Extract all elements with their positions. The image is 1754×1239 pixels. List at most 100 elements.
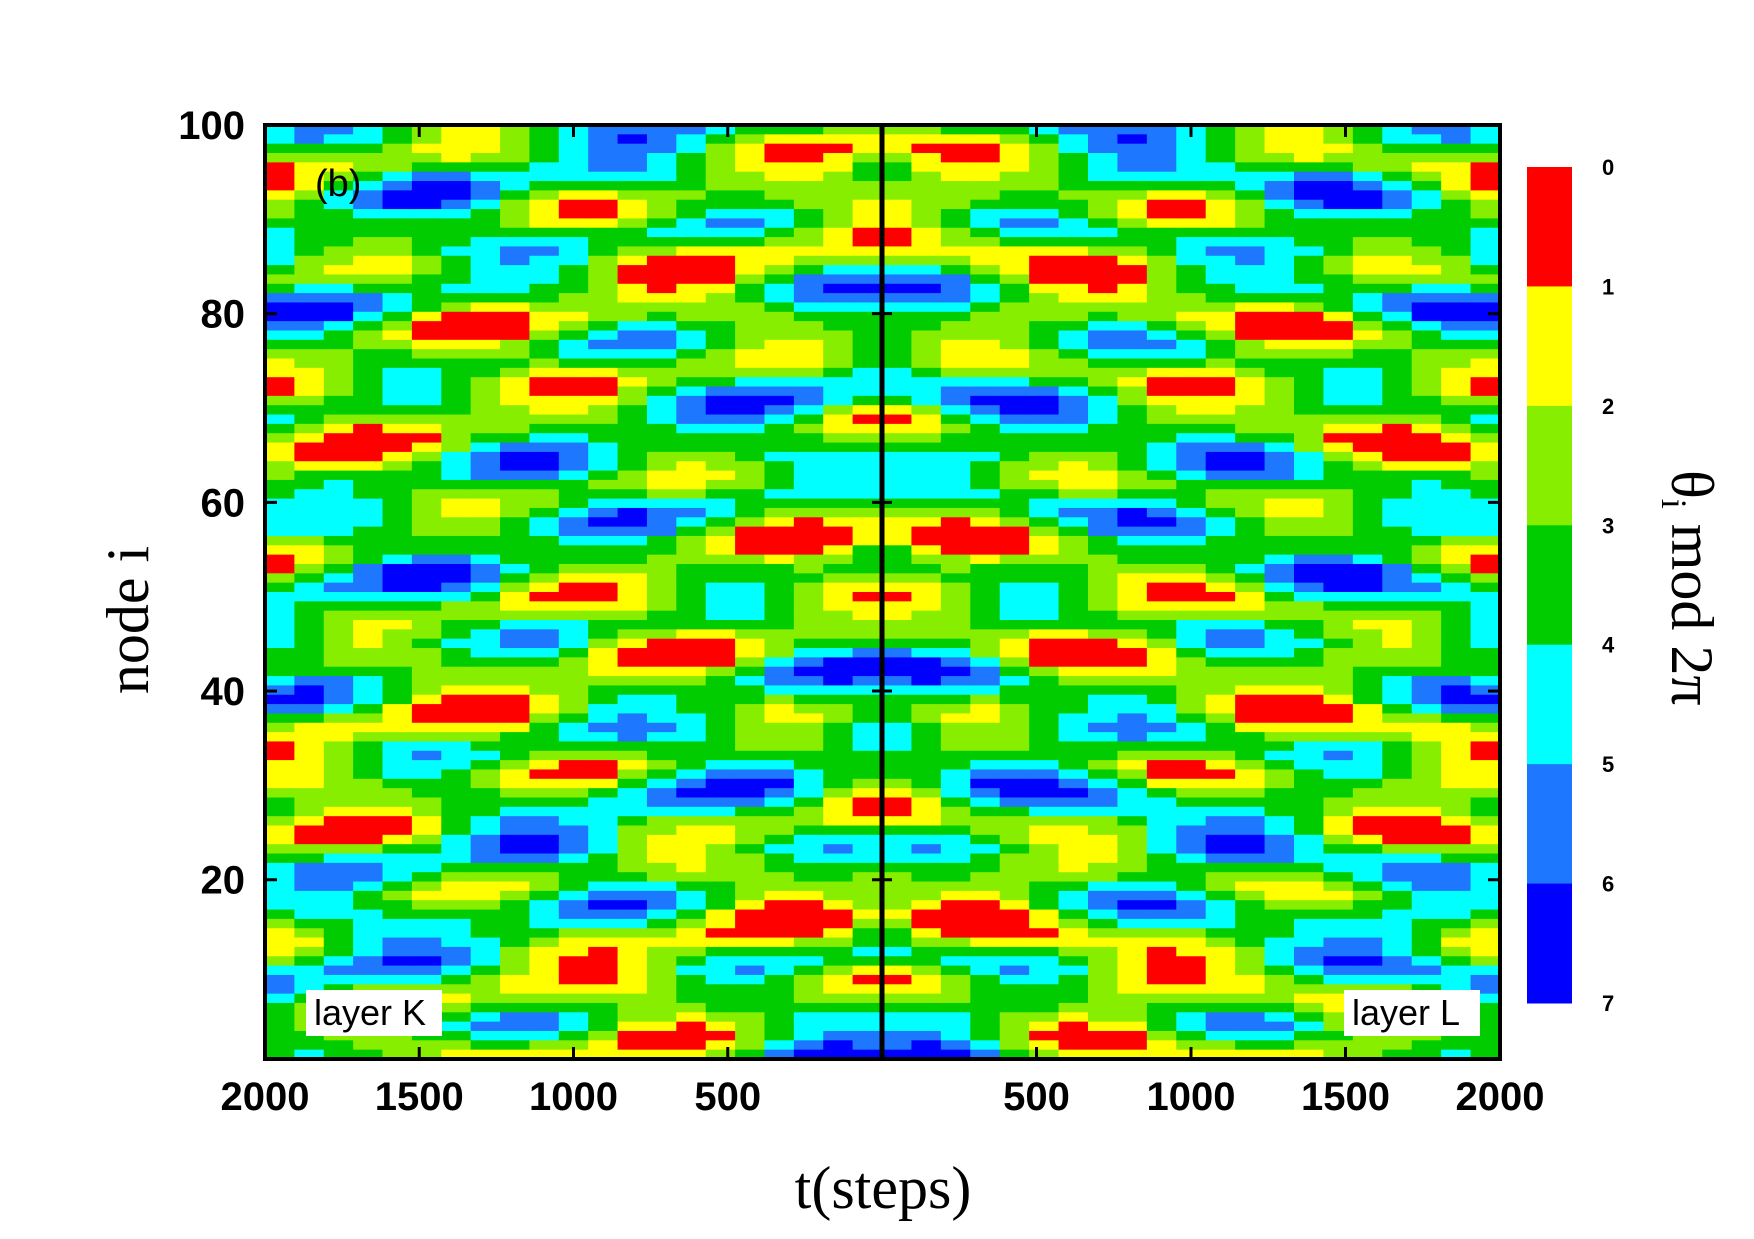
contour-cell <box>1146 237 1177 248</box>
contour-cell <box>1058 265 1089 276</box>
contour-cell <box>999 900 1030 911</box>
contour-cell <box>470 890 501 901</box>
contour-cell <box>764 377 795 388</box>
contour-cell <box>1088 592 1119 602</box>
contour-cell <box>294 722 325 733</box>
contour-cell <box>676 255 707 266</box>
contour-cell <box>1029 153 1060 163</box>
contour-cell <box>1176 461 1207 472</box>
contour-cell <box>1029 255 1060 266</box>
contour-cell <box>646 489 677 500</box>
contour-cell <box>1441 648 1472 658</box>
contour-cell <box>588 694 619 705</box>
contour-cell <box>1294 741 1325 752</box>
contour-cell <box>1146 367 1177 378</box>
contour-cell <box>1323 676 1354 686</box>
contour-cell <box>1146 535 1177 546</box>
contour-cell <box>970 414 1001 425</box>
contour-cell <box>852 255 882 266</box>
contour-cell <box>940 171 971 182</box>
contour-cell <box>705 825 736 836</box>
contour-cell <box>1323 423 1354 434</box>
contour-cell <box>1352 433 1383 444</box>
contour-cell <box>999 507 1030 518</box>
contour-cell <box>1117 937 1148 948</box>
contour-cell <box>1441 694 1472 705</box>
contour-cell <box>882 704 913 715</box>
contour-cell <box>1441 582 1472 593</box>
contour-cell <box>1323 601 1354 612</box>
contour-cell <box>646 526 677 537</box>
contour-cell <box>411 433 442 444</box>
contour-cell <box>265 937 295 948</box>
contour-cell <box>382 648 413 658</box>
contour-cell <box>470 386 501 397</box>
contour-cell <box>793 330 824 341</box>
contour-cell <box>911 853 942 864</box>
contour-cell <box>970 143 1001 154</box>
contour-cell <box>294 974 325 985</box>
contour-cell <box>558 582 589 593</box>
contour-cell <box>1205 134 1236 145</box>
contour-cell <box>1470 1021 1500 1032</box>
contour-cell <box>1235 769 1266 780</box>
contour-cell <box>852 190 882 201</box>
contour-cell <box>1352 956 1383 967</box>
contour-cell <box>1205 956 1236 967</box>
contour-cell <box>323 237 354 248</box>
contour-cell <box>588 199 619 210</box>
contour-cell <box>852 330 882 341</box>
contour-cell <box>970 797 1001 808</box>
contour-cell <box>970 582 1001 593</box>
contour-cell <box>1176 610 1207 621</box>
contour-cell <box>1441 293 1472 304</box>
contour-cell <box>823 601 854 612</box>
contour-cell <box>1117 563 1148 574</box>
contour-cell <box>353 479 384 490</box>
contour-cell <box>265 713 295 724</box>
contour-cell <box>764 890 795 901</box>
contour-cell <box>1470 1040 1500 1051</box>
contour-cell <box>1264 563 1295 574</box>
contour-cell <box>676 1049 707 1059</box>
contour-cell <box>1058 834 1089 845</box>
contour-cell <box>558 171 589 182</box>
contour-cell <box>1088 713 1119 724</box>
contour-cell <box>882 274 913 285</box>
contour-cell <box>1176 722 1207 733</box>
contour-cell <box>323 507 354 518</box>
contour-cell <box>500 507 531 518</box>
contour-cell <box>558 928 589 939</box>
contour-cell <box>1176 451 1207 462</box>
contour-cell <box>353 433 384 444</box>
contour-cell <box>411 526 442 537</box>
contour-cell <box>882 479 913 490</box>
contour-cell <box>646 386 677 397</box>
contour-cell <box>1146 227 1177 238</box>
contour-cell <box>940 321 971 332</box>
contour-cell <box>1323 246 1354 257</box>
contour-cell <box>1470 956 1500 967</box>
contour-cell <box>882 125 913 135</box>
contour-cell <box>735 778 766 789</box>
contour-cell <box>1382 199 1413 210</box>
contour-cell <box>558 377 589 388</box>
contour-cell <box>676 293 707 304</box>
contour-cell <box>1441 162 1472 173</box>
contour-cell <box>1205 143 1236 154</box>
contour-cell <box>1294 433 1325 444</box>
contour-cell <box>1382 349 1413 360</box>
contour-cell <box>382 704 413 715</box>
contour-cell <box>646 890 677 901</box>
contour-cell <box>1146 461 1177 472</box>
contour-cell <box>1146 741 1177 752</box>
contour-cell <box>323 526 354 537</box>
contour-cell <box>1029 657 1060 668</box>
contour-cell <box>529 890 560 901</box>
contour-cell <box>500 377 531 388</box>
contour-cell <box>823 451 854 462</box>
contour-cell <box>823 405 854 416</box>
contour-cell <box>617 227 648 238</box>
contour-cell <box>1117 732 1148 743</box>
contour-cell <box>265 918 295 929</box>
